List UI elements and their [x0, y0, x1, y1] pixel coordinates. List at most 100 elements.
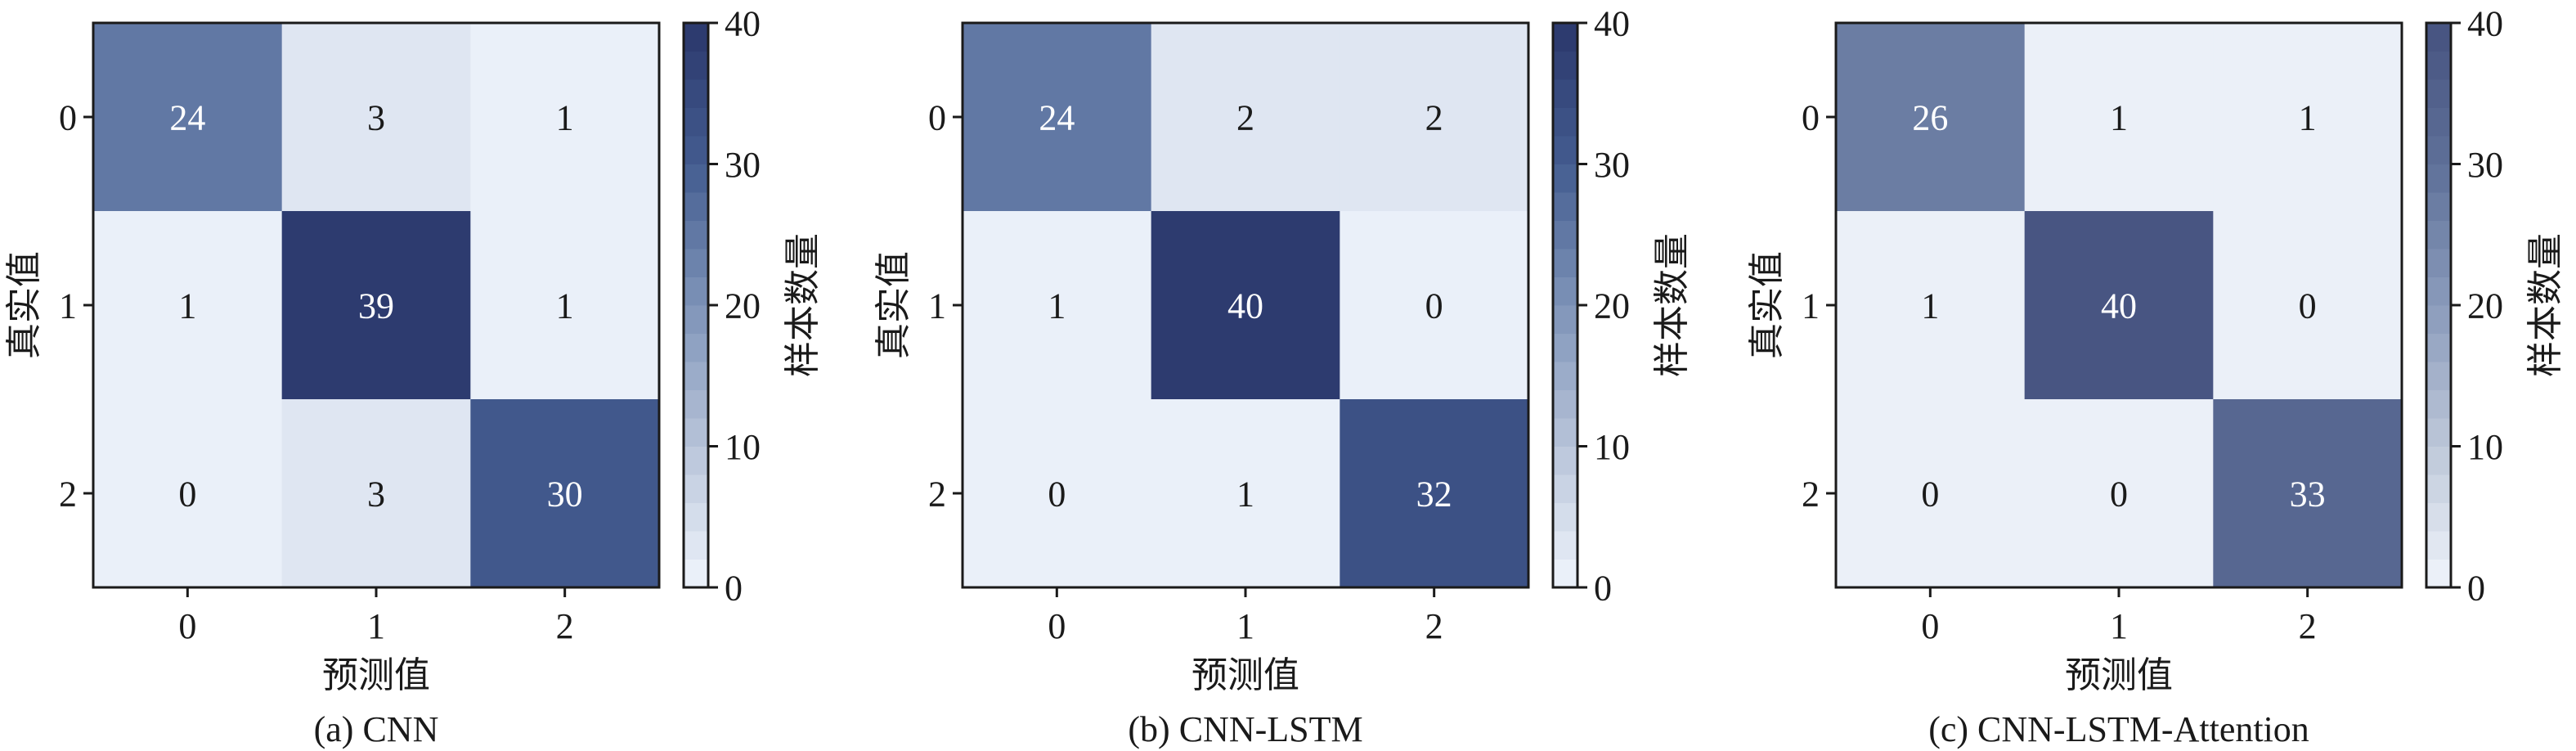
- colorbar-tick-label: 20: [725, 286, 761, 326]
- colorbar-band: [684, 164, 708, 193]
- heatmap-cell: [2024, 399, 2214, 588]
- colorbar-tick-label: 10: [1594, 427, 1630, 467]
- colorbar-band: [1553, 362, 1577, 390]
- colorbar-band: [684, 502, 708, 532]
- y-tick-label: 1: [928, 286, 946, 326]
- colorbar-band: [2426, 333, 2451, 362]
- heatmap-cell: [1340, 399, 1529, 588]
- x-tick-label: 0: [1048, 606, 1066, 646]
- heatmap-cell: [93, 211, 283, 400]
- colorbar-band: [1553, 249, 1577, 277]
- colorbar-band: [2426, 362, 2451, 390]
- x-tick-label: 0: [1921, 606, 1939, 646]
- colorbar-band: [684, 79, 708, 108]
- colorbar-label: 样本数量: [1652, 233, 1692, 377]
- colorbar-band: [684, 136, 708, 164]
- colorbar-band: [1553, 79, 1577, 108]
- colorbar-tick-label: 0: [1594, 568, 1612, 608]
- heatmap-cell: [2024, 211, 2214, 400]
- colorbar-band: [2426, 389, 2451, 419]
- colorbar-band: [1553, 107, 1577, 137]
- cell-value-label: 3: [367, 474, 385, 514]
- y-tick-label: 0: [1802, 97, 1820, 137]
- colorbar-band: [684, 220, 708, 250]
- cell-value-label: 24: [169, 97, 205, 137]
- colorbar-band: [684, 305, 708, 334]
- colorbar-band: [2426, 531, 2451, 560]
- cell-value-label: 24: [1039, 97, 1075, 137]
- panel-caption: (b) CNN-LSTM: [1128, 709, 1362, 749]
- colorbar-band: [2426, 502, 2451, 532]
- colorbar-band: [2426, 474, 2451, 503]
- colorbar-band: [1553, 502, 1577, 532]
- x-axis-label: 预测值: [2065, 655, 2173, 695]
- cell-value-label: 1: [1236, 474, 1254, 514]
- colorbar-tick-label: 30: [2467, 145, 2503, 185]
- colorbar-band: [684, 51, 708, 80]
- colorbar-tick-label: 0: [725, 568, 743, 608]
- colorbar-tick-label: 10: [725, 427, 761, 467]
- colorbar-label: 样本数量: [2525, 233, 2565, 377]
- x-tick-label: 0: [178, 606, 196, 646]
- y-tick-label: 0: [59, 97, 77, 137]
- cell-value-label: 1: [178, 286, 196, 326]
- colorbar-tick-label: 40: [2467, 3, 2503, 43]
- colorbar-band: [1553, 220, 1577, 250]
- cell-value-label: 32: [1416, 474, 1452, 514]
- colorbar-band: [2426, 559, 2451, 588]
- cell-value-label: 1: [1048, 286, 1066, 326]
- colorbar-band: [2426, 277, 2451, 306]
- x-tick-label: 1: [367, 606, 385, 646]
- cell-value-label: 1: [2299, 97, 2317, 137]
- cell-value-label: 39: [358, 286, 394, 326]
- colorbar-band: [684, 249, 708, 277]
- colorbar-band: [2426, 136, 2451, 164]
- colorbar-band: [684, 23, 708, 52]
- x-tick-label: 2: [2299, 606, 2317, 646]
- cell-value-label: 3: [367, 97, 385, 137]
- x-tick-label: 1: [1236, 606, 1254, 646]
- cell-value-label: 0: [1425, 286, 1443, 326]
- heatmap-cell: [2024, 23, 2214, 212]
- heatmap-cell: [1340, 23, 1529, 212]
- heatmap-cell: [470, 23, 660, 212]
- y-tick-label: 2: [1802, 474, 1820, 514]
- colorbar-band: [2426, 446, 2451, 475]
- cell-value-label: 1: [556, 286, 574, 326]
- colorbar-band: [1553, 446, 1577, 475]
- colorbar-band: [2426, 220, 2451, 250]
- colorbar-band: [1553, 474, 1577, 503]
- x-axis-label: 预测值: [1192, 655, 1299, 695]
- colorbar-tick-label: 40: [1594, 3, 1630, 43]
- colorbar-band: [684, 474, 708, 503]
- heatmap-cell: [1151, 211, 1340, 400]
- colorbar-tick-label: 40: [725, 3, 761, 43]
- cell-value-label: 40: [2101, 286, 2137, 326]
- colorbar-band: [684, 389, 708, 419]
- colorbar-band: [1553, 305, 1577, 334]
- panel-caption: (c) CNN-LSTM-Attention: [1928, 709, 2309, 749]
- colorbar-tick-label: 20: [1594, 286, 1630, 326]
- cell-value-label: 2: [1425, 97, 1443, 137]
- colorbar-band: [684, 559, 708, 588]
- colorbar-band: [684, 446, 708, 475]
- y-tick-label: 0: [928, 97, 946, 137]
- cell-value-label: 26: [1912, 97, 1948, 137]
- y-tick-label: 2: [59, 474, 77, 514]
- colorbar-band: [684, 362, 708, 390]
- heatmap-cell: [470, 399, 660, 588]
- heatmap-cell: [2213, 23, 2403, 212]
- heatmap-cell: [1340, 211, 1529, 400]
- cell-value-label: 0: [1048, 474, 1066, 514]
- colorbar-band: [1553, 389, 1577, 419]
- colorbar-band: [1553, 333, 1577, 362]
- x-tick-label: 2: [556, 606, 574, 646]
- colorbar-tick-label: 10: [2467, 427, 2503, 467]
- colorbar-band: [1553, 23, 1577, 52]
- colorbar-tick-label: 30: [1594, 145, 1630, 185]
- colorbar-band: [2426, 192, 2451, 221]
- cell-value-label: 1: [556, 97, 574, 137]
- x-tick-label: 2: [1425, 606, 1443, 646]
- colorbar-band: [2426, 418, 2451, 447]
